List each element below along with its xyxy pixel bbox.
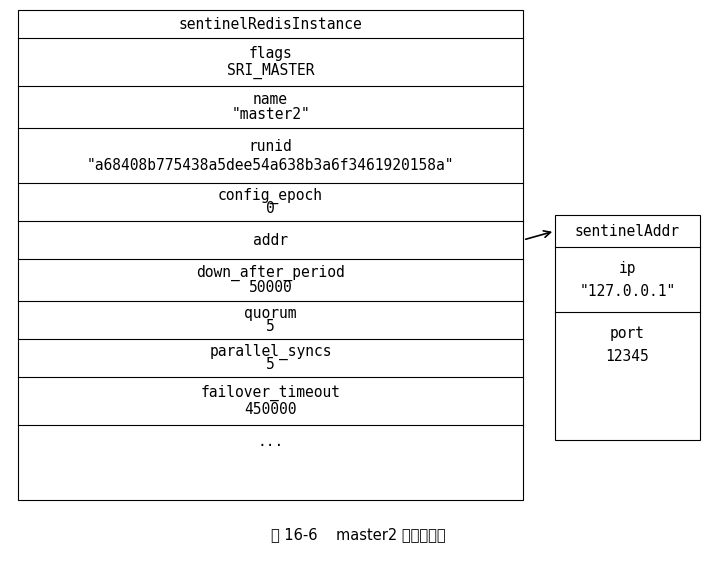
Text: "127.0.0.1": "127.0.0.1" [579, 284, 675, 298]
Text: 0: 0 [266, 201, 275, 217]
Text: 50000: 50000 [249, 280, 293, 295]
Text: sentinelRedisInstance: sentinelRedisInstance [179, 16, 362, 31]
Bar [555, 215, 700, 440]
Text: sentinelAddr: sentinelAddr [575, 223, 680, 238]
Text: failover_timeout: failover_timeout [201, 385, 341, 401]
Text: 图 16-6    master2 的实例结构: 图 16-6 master2 的实例结构 [271, 527, 446, 542]
Text: 5: 5 [266, 357, 275, 373]
Text: "master2": "master2" [231, 107, 310, 122]
Text: SRI_MASTER: SRI_MASTER [227, 62, 314, 79]
Text: config_epoch: config_epoch [218, 187, 323, 204]
Text: quorum: quorum [244, 306, 297, 321]
Text: flags: flags [249, 47, 293, 61]
Text: "a68408b775438a5dee54a638b3a6f3461920158a": "a68408b775438a5dee54a638b3a6f3461920158… [87, 158, 455, 173]
Bar [18, 10, 523, 500]
Text: ip: ip [619, 261, 636, 276]
Text: 12345: 12345 [606, 349, 650, 364]
Text: ...: ... [257, 434, 284, 449]
Text: down_after_period: down_after_period [196, 265, 345, 281]
Text: port: port [610, 326, 645, 341]
Text: 450000: 450000 [244, 402, 297, 417]
Text: name: name [253, 93, 288, 107]
Text: addr: addr [253, 232, 288, 247]
Text: runid: runid [249, 139, 293, 154]
Text: 5: 5 [266, 319, 275, 334]
Text: parallel_syncs: parallel_syncs [209, 343, 332, 360]
